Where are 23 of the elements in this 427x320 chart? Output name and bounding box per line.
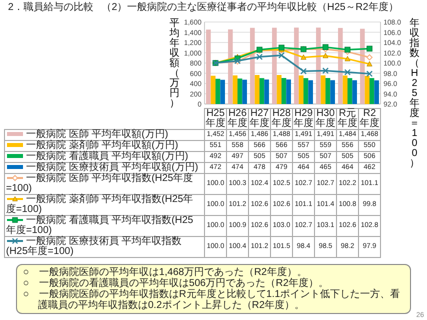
text: 年収指数（H25年度＝100） (410, 18, 420, 169)
legend-label: 一般病院 医師 平均年収額(万円) (26, 129, 168, 140)
x-tick-label: H29年度 (292, 108, 314, 130)
x-tick-label: H26年度 (226, 108, 248, 130)
legend-label: 一般病院 医師 平均年収指数(H25年度=100) (6, 173, 194, 194)
x-tick-label: H28年度 (270, 108, 292, 130)
text: 2．職員給与の比較 (8, 2, 94, 13)
legend-label: 一般病院 看護職員 平均年収額(万円) (26, 151, 188, 162)
text: ○ 一般病院の看護職員の平均年収は506万円であった（R2年度）。 (23, 278, 330, 289)
legend-label: 一般病院 看護職員 平均年収指数(H25年度=100) (6, 215, 194, 236)
legend-label: 一般病院 薬剤師 平均年収額(万円) (26, 140, 178, 151)
x-tick-label: R元年度 (336, 108, 358, 130)
legend-label: 一般病院 医療技術員 平均年収額(万円) (26, 162, 198, 173)
text: ○ 一般病院医師の平均年収指数はR元年度と比較して1.1ポイント低下した一方、看護職員の平均年収指数は0.2ポイント上昇した（R2年度）。 (23, 289, 402, 311)
x-tick-label: H27年度 (248, 108, 270, 130)
text: 平均年収額（万円） (170, 18, 180, 109)
x-tick-label: H30年度 (314, 108, 336, 130)
text: ○ 一般病院医師の平均年収は1,468万円であった（R2年度）。 (23, 267, 307, 278)
legend-label: 一般病院 医療技術員 平均年収指数(H25年度=100) (6, 236, 182, 257)
x-tick-label: H25年度 (204, 108, 226, 130)
chart-subtitle: （2）一般病院の主な医療従事者の平均年収比較（H25～R2年度） (102, 2, 398, 13)
legend-label: 一般病院 薬剤師 平均年収指数(H25年度=100) (6, 194, 194, 215)
x-tick-label: R2年度 (358, 108, 380, 130)
